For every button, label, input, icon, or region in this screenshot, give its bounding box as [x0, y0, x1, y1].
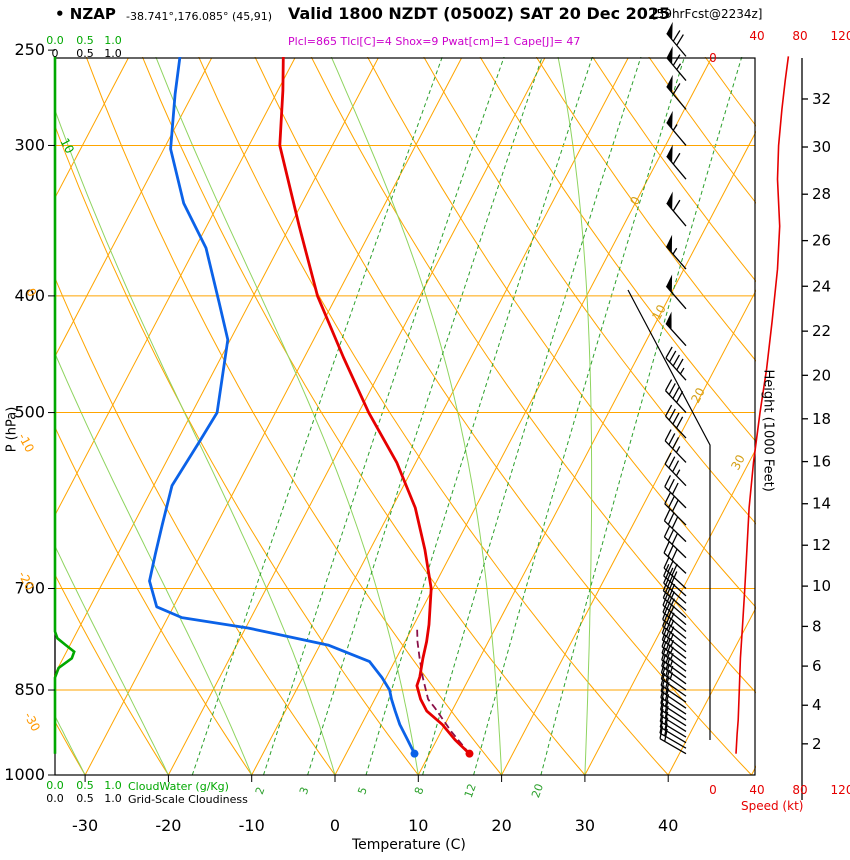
temperature-line — [278, 57, 471, 755]
cloudwater-scale-label: 0.5 — [76, 34, 94, 47]
height-axis-title: Height (1000 Feet) — [760, 369, 776, 492]
speed-tick-label: 80 — [792, 783, 807, 797]
surface-temperature-dot — [465, 749, 474, 758]
height-tick-label: 20 — [812, 366, 831, 384]
temperature-tick-label: 30 — [575, 816, 595, 835]
speed-tick-label: 0 — [709, 51, 717, 65]
sounding-profiles — [148, 57, 474, 758]
moist-adiabat-label: 10 — [57, 136, 77, 156]
cloudwater-scale-label: 0.0 — [46, 779, 64, 792]
speed-tick-label: 40 — [749, 29, 764, 43]
cloudiness-scale-label: 0.5 — [76, 792, 94, 805]
height-tick-label: 18 — [812, 410, 831, 428]
cloudiness-scale-label: 1.0 — [104, 47, 122, 60]
cloudwater-scale-label: 0.5 — [76, 779, 94, 792]
temperature-tick-label: -20 — [155, 816, 181, 835]
mixing-ratio-label: 5 — [355, 785, 370, 796]
height-tick-label: 4 — [812, 696, 822, 714]
mixing-ratio-label: 2 — [253, 785, 268, 796]
cloudwater-line — [53, 56, 76, 754]
temperature-tick-label: -30 — [72, 816, 98, 835]
speed-tick-label: 120 — [831, 29, 850, 43]
wind-barbs-column — [659, 21, 687, 755]
temperature-tick-label: 10 — [408, 816, 428, 835]
corner-boundary-line — [627, 289, 711, 740]
height-tick-label: 24 — [812, 277, 831, 295]
height-tick-label: 16 — [812, 453, 831, 471]
surface-dewpoint-dot — [410, 749, 419, 758]
isotherm-label: 30 — [728, 452, 748, 472]
sounding-indices: Plcl=865 Tlcl[C]=4 Shox=9 Pwat[cm]=1 Cap… — [288, 35, 581, 48]
height-tick-label: 8 — [812, 617, 822, 635]
station-coordinates: -38.741°,176.085° (45,91) — [126, 10, 273, 23]
height-tick-label: 32 — [812, 90, 831, 108]
height-tick-label: 28 — [812, 185, 831, 203]
height-tick-label: 10 — [812, 577, 831, 595]
height-tick-label: 6 — [812, 657, 822, 675]
speed-tick-label: 120 — [831, 783, 850, 797]
cloudiness-scale-label: 0.0 — [46, 792, 64, 805]
speed-tick-label: 40 — [749, 783, 764, 797]
mixing-ratio-label: 8 — [412, 785, 427, 796]
skewt-background-grid — [54, 57, 756, 776]
isotherm-label: 10 — [649, 302, 669, 322]
speed-tick-label: 0 — [709, 783, 717, 797]
height-tick-label: 30 — [812, 138, 831, 156]
mixing-ratio-label: 20 — [529, 782, 546, 800]
forecast-hour-label: [59hrFcst@2234z] — [652, 7, 763, 21]
parcel-line — [416, 627, 471, 755]
station-id: • NZAP — [55, 5, 116, 23]
cloudiness-scale-label: 1.0 — [104, 792, 122, 805]
pressure-tick-label: 250 — [14, 40, 45, 59]
temperature-tick-label: 20 — [491, 816, 511, 835]
pressure-tick-label: 700 — [14, 578, 45, 597]
temperature-axis-title: Temperature (C) — [352, 837, 466, 853]
cloudwater-scale-label: 1.0 — [104, 779, 122, 792]
cloudiness-legend: Grid-Scale Cloudiness — [128, 793, 248, 806]
isotherm-label: 20 — [688, 385, 708, 405]
dewpoint-line — [148, 57, 416, 755]
pressure-tick-label: 1000 — [4, 765, 45, 784]
wind-speed-line — [735, 56, 790, 754]
height-tick-label: 22 — [812, 322, 831, 340]
pressure-tick-label: 500 — [14, 403, 45, 422]
pressure-tick-label: 400 — [14, 286, 45, 305]
speed-axis-title: Speed (kt) — [741, 799, 804, 813]
cloudwater-legend: CloudWater (g/Kg) — [128, 780, 229, 793]
speed-tick-label: 80 — [792, 29, 807, 43]
height-tick-label: 14 — [812, 495, 831, 513]
mixing-ratio-label: 12 — [462, 782, 479, 800]
temperature-tick-label: 0 — [330, 816, 340, 835]
valid-time-title: Valid 1800 NZDT (0500Z) SAT 20 Dec 2025 — [288, 4, 671, 23]
height-tick-label: 12 — [812, 536, 831, 554]
pressure-axis-title: P (hPa) — [4, 406, 20, 453]
cloudwater-scale-label: 0.0 — [46, 34, 64, 47]
height-tick-label: 2 — [812, 735, 822, 753]
height-tick-label: 26 — [812, 232, 831, 250]
pressure-tick-label: 300 — [14, 135, 45, 154]
dry-adiabat-label: -30 — [21, 710, 43, 734]
mixing-ratio-label: 3 — [297, 785, 312, 796]
cloudiness-scale-label: 0.5 — [76, 47, 94, 60]
cloudwater-scale-label: 1.0 — [104, 34, 122, 47]
temperature-tick-label: -10 — [239, 816, 265, 835]
temperature-tick-label: 40 — [658, 816, 678, 835]
pressure-tick-label: 850 — [14, 680, 45, 699]
isotherm-label: 0 — [627, 194, 643, 207]
cloudiness-scale-label: 0 — [52, 47, 59, 60]
